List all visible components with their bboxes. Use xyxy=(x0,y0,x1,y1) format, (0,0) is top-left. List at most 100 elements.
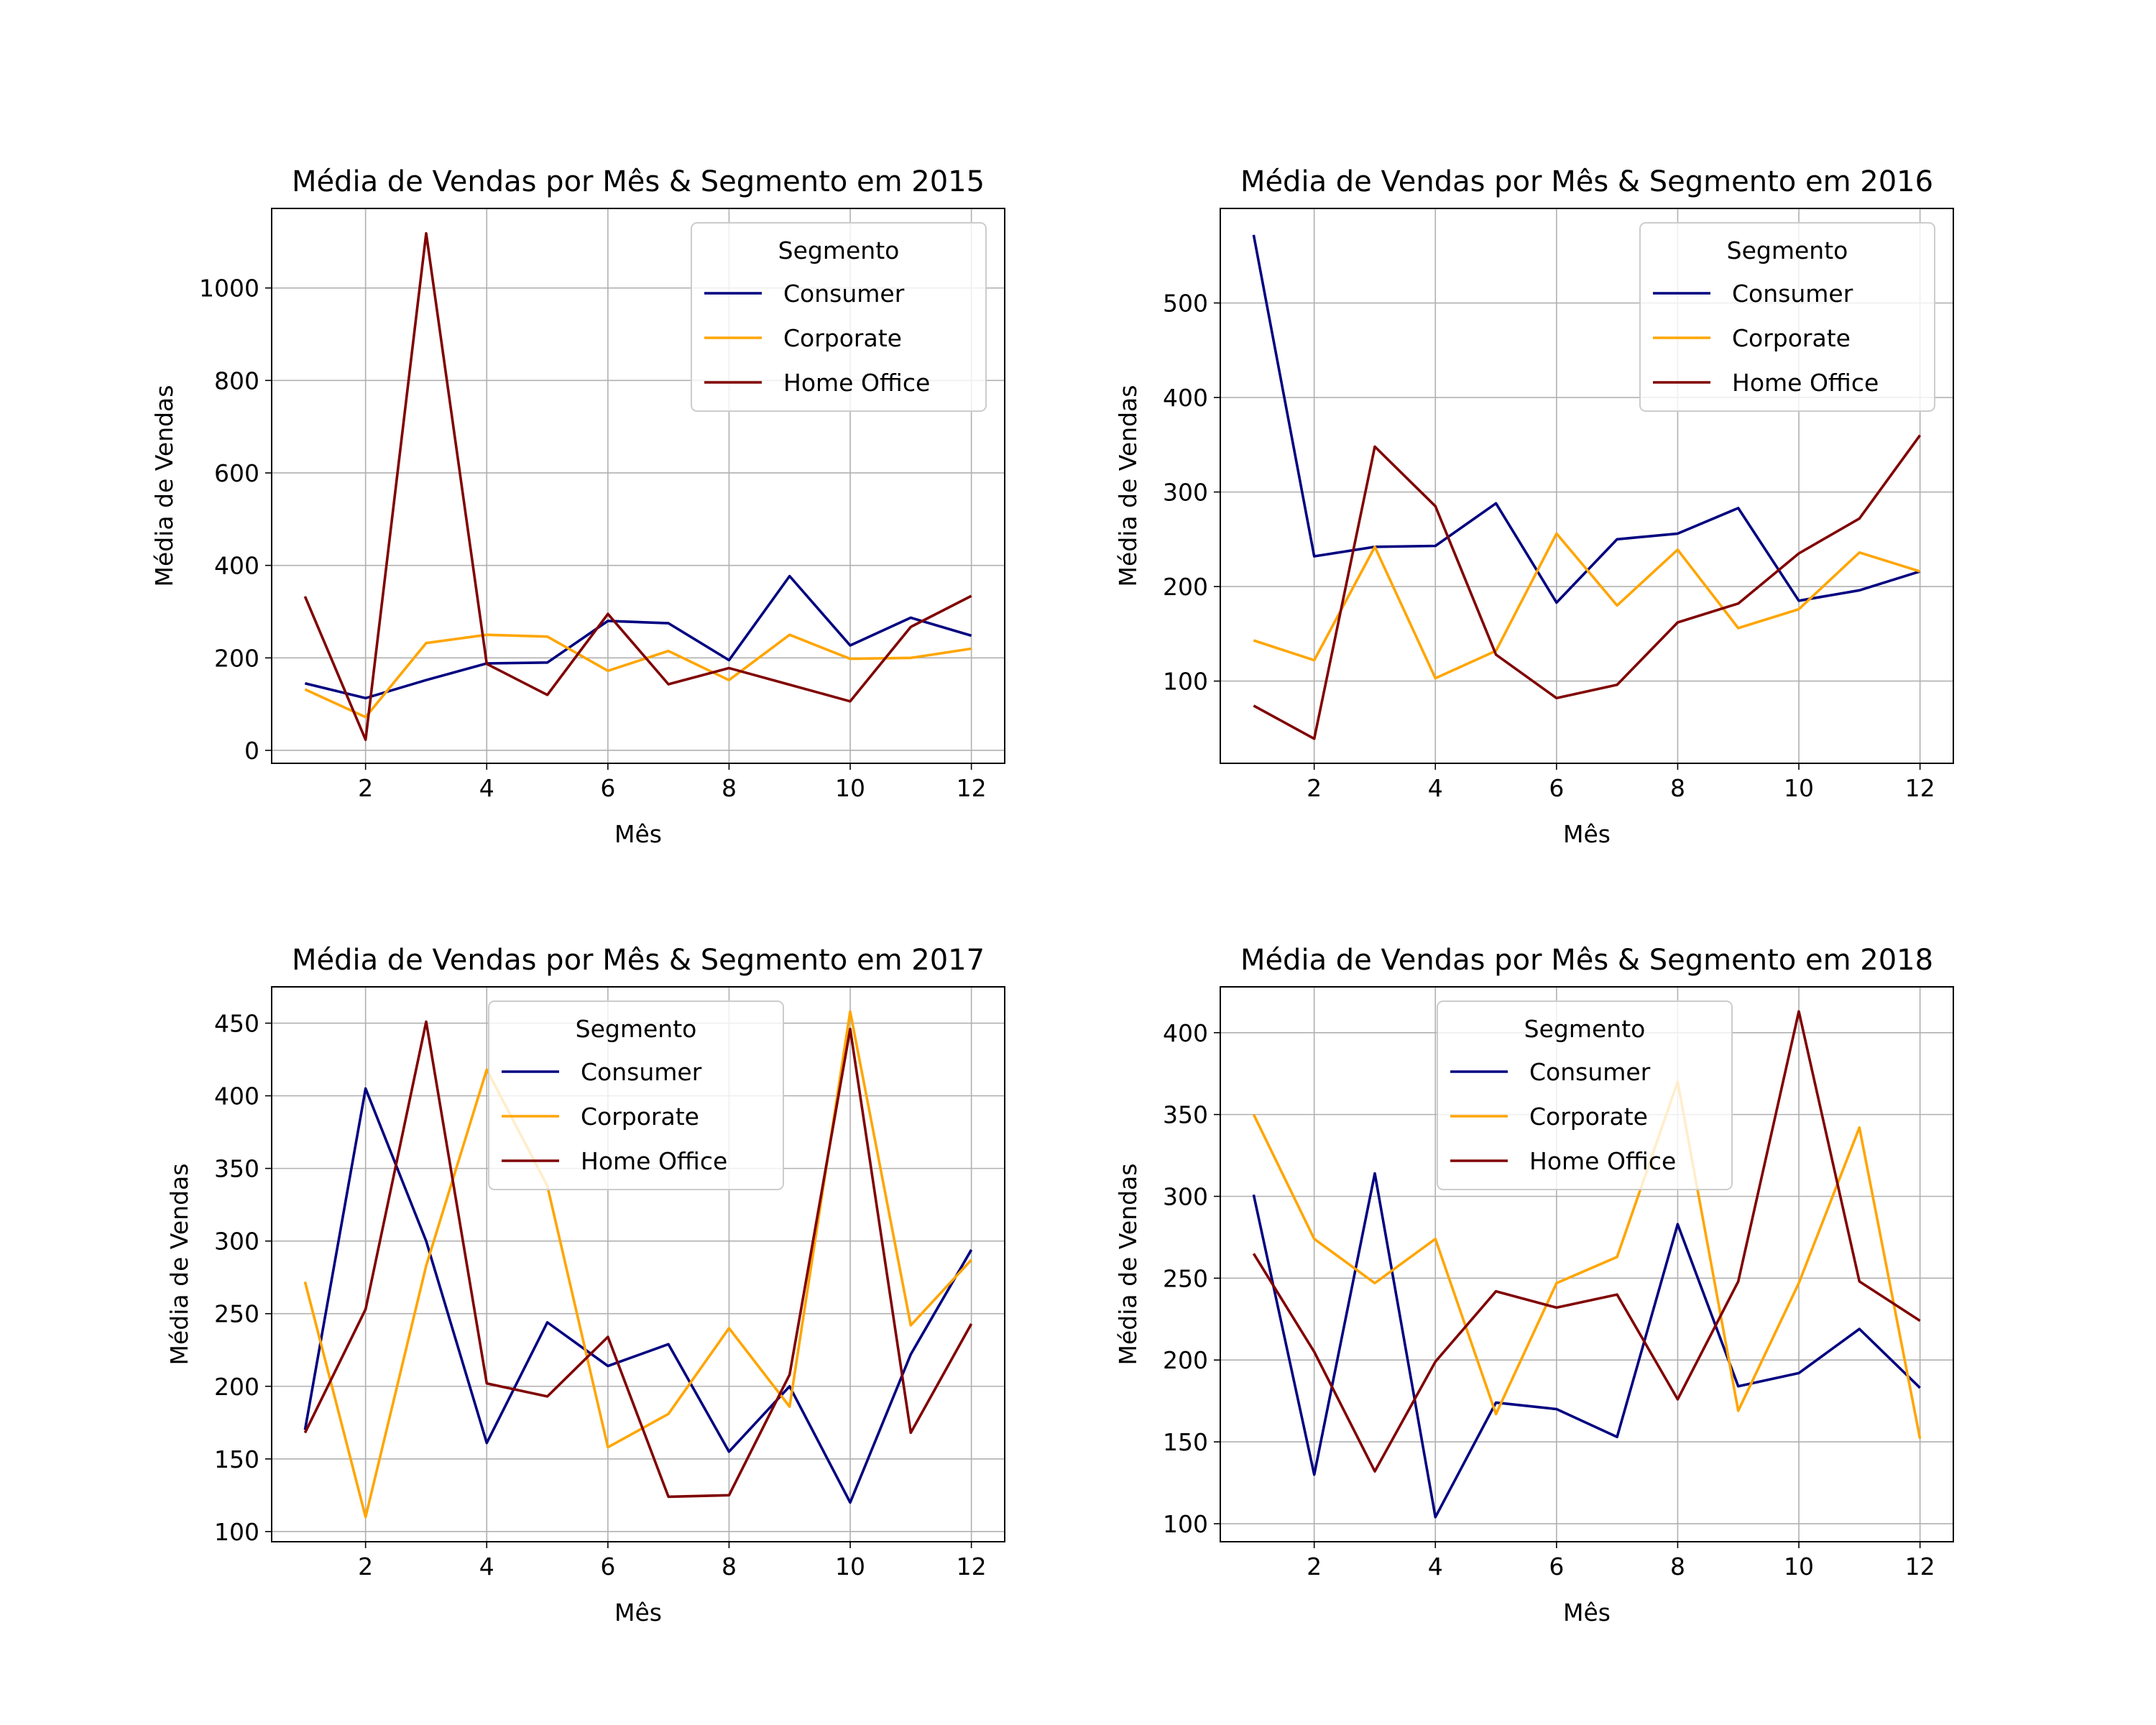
x-tick-label: 8 xyxy=(1670,1552,1685,1581)
series-line-consumer xyxy=(303,1087,973,1504)
x-axis-label: Mês xyxy=(614,820,662,848)
x-tick-label: 4 xyxy=(479,774,494,802)
plot-frame xyxy=(271,208,1005,764)
y-tick-label: 250 xyxy=(1163,1264,1208,1292)
chart-panel-1: 2 4 6 8 10 12 0 200 400 600 800 1000 Média de Vendas… xyxy=(150,165,1005,848)
series-line-consumer xyxy=(304,574,972,700)
y-tick-label: 150 xyxy=(214,1445,259,1473)
legend-title: Segmento xyxy=(1524,1015,1646,1043)
y-tick-label: 800 xyxy=(214,367,259,395)
legend-label: Consumer xyxy=(1529,1058,1651,1086)
y-tick-label: 100 xyxy=(214,1518,259,1546)
x-tick-label: 6 xyxy=(600,1552,615,1581)
series-line-corporate xyxy=(1253,532,1921,680)
y-tick-label: 100 xyxy=(1163,668,1208,696)
legend-label: Consumer xyxy=(1732,280,1853,308)
series-line-home-office xyxy=(1252,1010,1921,1473)
legend-title: Segmento xyxy=(1727,236,1848,264)
x-tick-label: 8 xyxy=(722,774,737,802)
y-tick-label: 1000 xyxy=(199,275,259,303)
series-line-corporate xyxy=(304,633,972,719)
legend-box xyxy=(488,1000,784,1190)
series-line-home-office xyxy=(303,231,972,741)
legend-box xyxy=(1639,222,1935,412)
x-tick-label: 10 xyxy=(835,1552,865,1581)
series-line-corporate xyxy=(1252,1080,1922,1439)
x-tick-label: 2 xyxy=(1307,1552,1322,1581)
x-tick-label: 8 xyxy=(722,1552,737,1581)
x-tick-label: 6 xyxy=(1549,1552,1564,1581)
y-tick-label: 600 xyxy=(214,459,259,487)
series-line-home-office xyxy=(303,1020,973,1499)
x-axis-label: Mês xyxy=(1563,820,1611,848)
y-tick-label: 350 xyxy=(1163,1101,1208,1129)
chart-panel-2: 2 4 6 8 10 12 100 200 300 400 500 Média de Vendas p… xyxy=(1114,165,1954,848)
x-tick-label: 4 xyxy=(1428,1552,1443,1581)
y-axis-label: Média de Vendas xyxy=(150,385,178,587)
legend: Segmento Consumer Corporate Home Office xyxy=(691,222,987,412)
y-tick-label: 200 xyxy=(1163,1346,1208,1374)
series-line-consumer xyxy=(1252,1172,1921,1519)
y-tick-label: 200 xyxy=(1163,573,1208,601)
chart-title: Média de Vendas por Mês & Segmento em 20… xyxy=(1240,944,1933,977)
x-axis-label: Mês xyxy=(614,1598,662,1627)
y-tick-label: 250 xyxy=(214,1300,259,1328)
chart-panel-4: 2 4 6 8 10 12 100 150 200 250 300 350 400 Média de Ve… xyxy=(1114,944,1954,1627)
chart-title: Média de Vendas por Mês & Segmento em 20… xyxy=(1240,165,1933,198)
legend-label: Home Office xyxy=(581,1147,727,1175)
y-tick-label: 200 xyxy=(214,644,259,672)
x-tick-label: 8 xyxy=(1670,774,1685,802)
chart-title: Média de Vendas por Mês & Segmento em 20… xyxy=(292,944,985,977)
x-tick-label: 10 xyxy=(1784,774,1814,802)
x-tick-label: 12 xyxy=(1905,1552,1935,1581)
x-tick-label: 4 xyxy=(479,1552,494,1581)
x-tick-label: 12 xyxy=(1905,774,1935,802)
legend: Segmento Consumer Corporate Home Office xyxy=(1639,222,1935,412)
y-tick-label: 500 xyxy=(1163,290,1208,318)
series-line-corporate xyxy=(303,1010,972,1519)
y-tick-label: 0 xyxy=(244,737,259,765)
y-axis-label: Média de Vendas xyxy=(1114,385,1142,587)
y-axis-label: Média de Vendas xyxy=(165,1164,193,1366)
x-tick-label: 2 xyxy=(358,1552,373,1581)
plot-frame xyxy=(1220,208,1954,764)
x-tick-label: 4 xyxy=(1428,774,1443,802)
y-tick-label: 400 xyxy=(1163,1019,1208,1047)
chart-title: Média de Vendas por Mês & Segmento em 20… xyxy=(292,165,985,198)
legend-label: Home Office xyxy=(783,369,930,397)
chart-panel-3: 2 4 6 8 10 12 100 150 200 250 300 350 400 450 Média de… xyxy=(165,944,1005,1627)
y-tick-label: 450 xyxy=(214,1010,259,1038)
legend-label: Consumer xyxy=(783,280,905,308)
x-tick-label: 12 xyxy=(957,1552,987,1581)
y-axis-label: Média de Vendas xyxy=(1114,1164,1142,1366)
legend-label: Corporate xyxy=(783,324,902,352)
legend-label: Corporate xyxy=(581,1103,699,1131)
y-tick-label: 400 xyxy=(214,552,259,580)
x-tick-label: 10 xyxy=(1784,1552,1814,1581)
legend-label: Corporate xyxy=(1529,1103,1648,1131)
y-tick-label: 300 xyxy=(1163,479,1208,507)
plot-frame xyxy=(271,986,1005,1542)
x-tick-label: 12 xyxy=(957,774,987,802)
series-line-home-office xyxy=(1253,434,1922,740)
y-tick-label: 300 xyxy=(214,1228,259,1256)
x-tick-label: 2 xyxy=(358,774,373,802)
y-tick-label: 400 xyxy=(1163,384,1208,412)
x-tick-label: 6 xyxy=(1549,774,1564,802)
legend: Segmento Consumer Corporate Home Office xyxy=(1437,1000,1733,1190)
legend-label: Corporate xyxy=(1732,324,1851,352)
legend: Segmento Consumer Corporate Home Office xyxy=(488,1000,784,1190)
y-tick-label: 300 xyxy=(1163,1182,1208,1210)
y-tick-label: 350 xyxy=(214,1155,259,1183)
legend-label: Home Office xyxy=(1732,369,1879,397)
y-tick-label: 150 xyxy=(1163,1428,1208,1456)
x-tick-label: 10 xyxy=(835,774,865,802)
x-axis-label: Mês xyxy=(1563,1598,1611,1627)
y-tick-label: 200 xyxy=(214,1373,259,1401)
legend-label: Home Office xyxy=(1529,1147,1676,1175)
x-tick-label: 2 xyxy=(1307,774,1322,802)
y-tick-label: 100 xyxy=(1163,1510,1208,1538)
legend-title: Segmento xyxy=(778,236,900,264)
x-tick-label: 6 xyxy=(600,774,615,802)
